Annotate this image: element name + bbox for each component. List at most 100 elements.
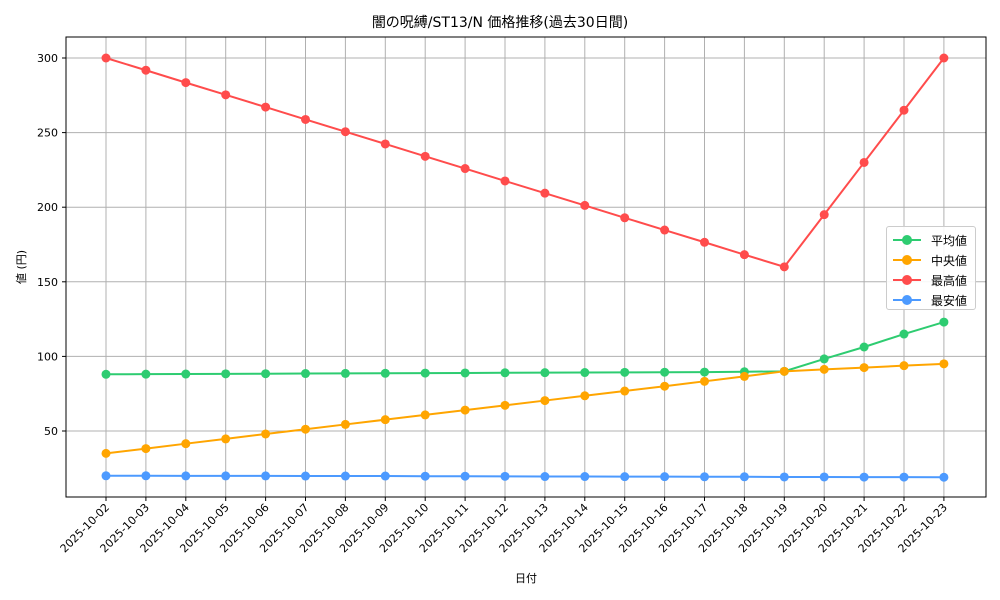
data-point	[380, 139, 390, 149]
data-point	[899, 472, 909, 482]
grid-lines	[66, 37, 986, 497]
data-point	[141, 369, 151, 379]
data-point	[620, 213, 630, 223]
data-point	[859, 157, 869, 167]
legend-item-median: 中央値	[887, 250, 977, 270]
data-point	[899, 105, 909, 115]
data-point	[101, 448, 111, 458]
data-point	[620, 472, 630, 482]
dot-marker-icon	[902, 295, 912, 305]
series-line	[101, 317, 949, 379]
data-point	[340, 368, 350, 378]
data-point	[739, 472, 749, 482]
data-point	[301, 369, 310, 379]
y-tick-label: 300	[37, 52, 58, 65]
data-point	[261, 429, 271, 439]
x-axis-ticks: 2025-10-022025-10-032025-10-042025-10-05…	[58, 497, 950, 555]
data-point	[380, 368, 390, 378]
data-point	[380, 415, 390, 425]
data-point	[899, 329, 909, 339]
legend-item-max: 最高値	[887, 270, 977, 290]
data-point	[660, 472, 670, 482]
data-point	[141, 471, 151, 481]
data-point	[819, 472, 829, 482]
data-point	[340, 471, 350, 481]
data-point	[700, 472, 709, 482]
dot-marker-icon	[902, 235, 912, 245]
data-point	[181, 439, 191, 449]
data-point	[221, 369, 231, 379]
data-point	[819, 364, 829, 374]
data-point	[261, 102, 271, 112]
data-point	[580, 200, 590, 210]
data-point	[540, 368, 550, 378]
y-axis-ticks: 50 100 150 200 250 300	[37, 52, 66, 438]
data-point	[580, 368, 590, 378]
y-tick-label: 150	[37, 276, 58, 289]
data-point	[939, 53, 949, 63]
data-point	[859, 472, 869, 482]
data-point	[221, 471, 231, 481]
data-point	[141, 444, 151, 454]
data-point	[700, 237, 709, 247]
data-point	[939, 359, 949, 369]
data-point	[899, 361, 909, 371]
data-point	[460, 471, 470, 481]
data-point	[301, 114, 310, 124]
data-point	[700, 367, 709, 377]
data-point	[660, 225, 670, 235]
legend-item-average: 平均値	[887, 230, 977, 250]
data-point	[819, 210, 829, 220]
data-point	[540, 472, 550, 482]
data-point	[181, 78, 191, 88]
data-point	[420, 151, 430, 161]
series-line	[101, 53, 949, 272]
data-point	[101, 53, 111, 63]
legend-item-min: 最安値	[887, 290, 977, 310]
y-tick-label: 50	[44, 425, 58, 438]
data-point	[660, 367, 670, 377]
y-tick-label: 250	[37, 127, 58, 140]
y-axis-label: 値 (円)	[15, 250, 28, 284]
data-point	[181, 369, 191, 379]
y-tick-label: 200	[37, 201, 58, 214]
data-point	[739, 250, 749, 260]
data-point	[301, 424, 310, 434]
data-point	[380, 471, 390, 481]
y-tick-label: 100	[37, 350, 58, 363]
data-point	[460, 164, 470, 174]
dot-marker-icon	[902, 255, 912, 265]
data-point	[939, 472, 949, 482]
data-point	[620, 367, 630, 377]
data-point	[340, 419, 350, 429]
data-point	[500, 368, 510, 378]
data-point	[141, 65, 151, 75]
data-point	[660, 381, 670, 391]
data-point	[261, 471, 271, 481]
data-point	[101, 369, 111, 379]
data-point	[939, 317, 949, 327]
series-line	[101, 359, 949, 458]
data-point	[221, 434, 231, 444]
data-point	[779, 262, 789, 272]
legend: 平均値 中央値 最高値 最安値	[886, 226, 976, 310]
data-point	[101, 471, 111, 481]
data-point	[500, 176, 510, 186]
data-point	[580, 391, 590, 401]
data-point	[420, 471, 430, 481]
data-point	[420, 410, 430, 420]
data-point	[819, 354, 829, 364]
data-point	[580, 472, 590, 482]
data-point	[420, 368, 430, 378]
data-point	[460, 368, 470, 378]
plot-frame	[65, 36, 987, 498]
data-point	[540, 188, 550, 198]
data-point	[540, 396, 550, 406]
chart-title: 闇の呪縛/ST13/N 価格推移(過去30日間)	[371, 15, 629, 31]
series-line	[101, 471, 949, 482]
data-point	[460, 405, 470, 415]
data-point	[700, 376, 709, 386]
data-point	[859, 342, 869, 352]
data-point	[859, 363, 869, 373]
